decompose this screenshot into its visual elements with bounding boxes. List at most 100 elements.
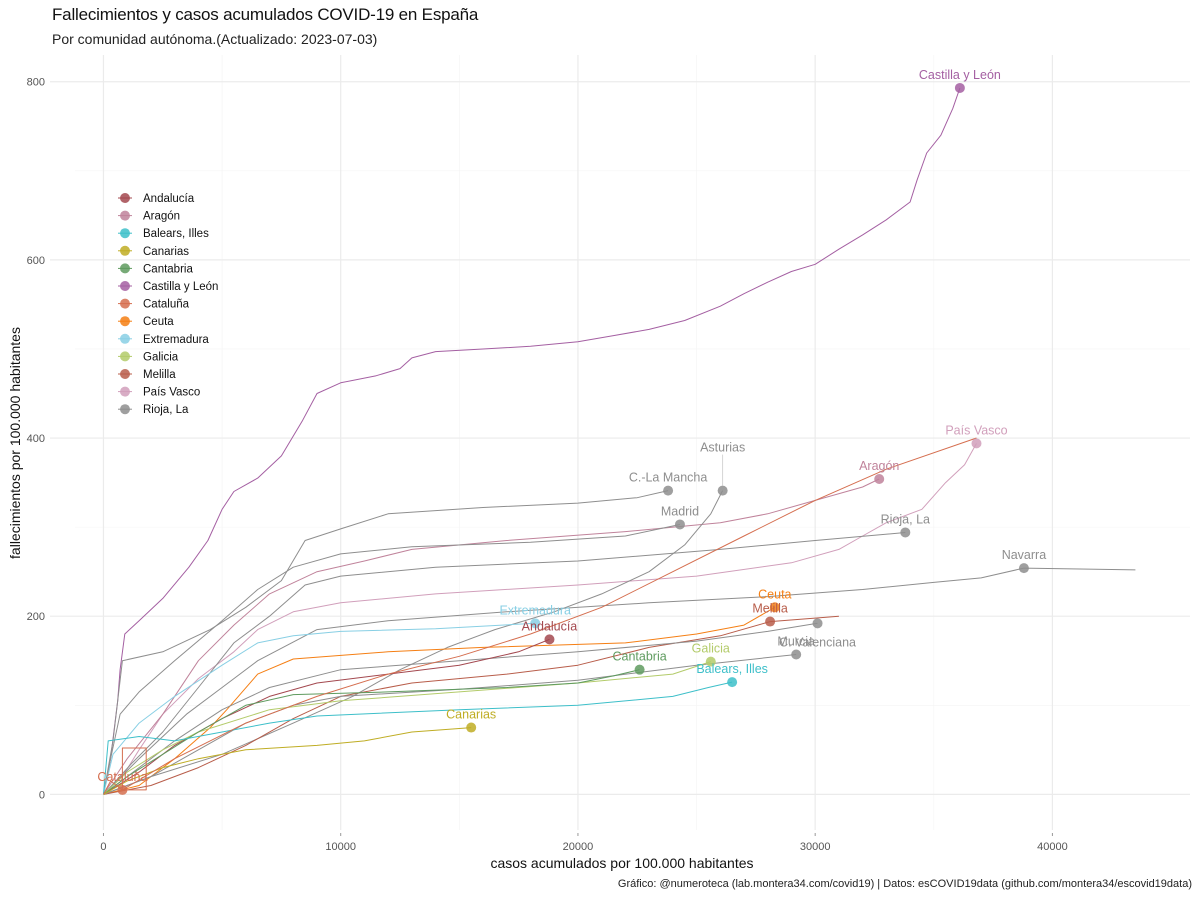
endpoint-marker-canarias: [466, 722, 477, 733]
legend-item-extremadura: Extremadura: [118, 333, 209, 346]
series-line-andaluc-a: [103, 638, 550, 795]
endpoint-labels: Castilla y León País Vasco Aragón Asturias C…: [97, 68, 1046, 784]
legend-key-marker: [120, 333, 130, 344]
series-line-pa-s-vasco: [103, 443, 977, 795]
endpoint-marker-murcia: [791, 649, 802, 660]
y-axis-title: fallecimientos por 100.000 habitantes: [7, 327, 23, 559]
endpoint-label-canarias: Canarias: [446, 708, 496, 722]
legend-item-balears-illes: Balears, Illes: [118, 228, 209, 240]
endpoint-marker-navarra: [1018, 563, 1029, 574]
legend-key-marker: [120, 245, 130, 256]
legend-item-pa-s-vasco: País Vasco: [118, 386, 200, 399]
legend-label: Galicia: [143, 351, 179, 363]
legend-key-marker: [120, 193, 130, 203]
endpoint-markers: [117, 82, 1029, 795]
legend-item-andaluc-a: Andalucía: [118, 193, 195, 205]
chart-caption: Gráfico: @numeroteca (lab.montera34.com/…: [617, 878, 1192, 890]
endpoint-label-cantabria: Cantabria: [613, 650, 667, 664]
endpoint-marker-balears-illes: [727, 677, 738, 688]
legend-label: Castilla y León: [143, 281, 218, 293]
legend-label: Extremadura: [143, 334, 209, 346]
endpoint-label-arag-n: Aragón: [859, 459, 899, 473]
x-tick-label: 10000: [325, 841, 356, 853]
legend-item-catalu-a: Cataluña: [118, 298, 190, 311]
endpoint-label-murcia: Murcia: [777, 635, 815, 649]
series-line-madrid: [103, 524, 681, 795]
legend-item-ceuta: Ceuta: [118, 316, 174, 328]
series-line-asturias: [103, 490, 724, 795]
series-line-canarias: [103, 727, 472, 795]
y-tick-label: 800: [27, 77, 45, 89]
legend-label: Ceuta: [143, 316, 174, 328]
legend-key-marker: [120, 263, 130, 274]
x-tick-label: 0: [100, 841, 106, 853]
y-tick-label: 600: [27, 255, 45, 267]
legend-label: Canarias: [143, 246, 189, 258]
y-axis-ticks: 0 200 400 600 800: [27, 77, 45, 802]
legend-key-marker: [120, 281, 130, 291]
endpoint-marker-galicia: [705, 656, 716, 667]
endpoint-label-balears-illes: Balears, Illes: [696, 662, 768, 676]
legend-key-marker: [120, 228, 130, 239]
legend-label: Melilla: [143, 369, 176, 381]
endpoint-label-extremadura: Extremadura: [499, 603, 571, 617]
series-line-arag-n: [103, 478, 880, 795]
endpoint-label-c-valenciana: C. Valenciana: [779, 635, 856, 649]
legend-item-galicia: Galicia: [118, 351, 179, 363]
legend-item-melilla: Melilla: [118, 369, 176, 381]
endpoint-label-asturias: Asturias: [700, 441, 745, 455]
endpoint-label-navarra: Navarra: [1002, 548, 1047, 562]
series-line-catalu-a: [103, 437, 977, 795]
legend-key-marker: [120, 298, 130, 309]
endpoint-label-andaluc-a: Andalucía: [522, 619, 578, 633]
endpoint-label-ceuta: Ceuta: [758, 587, 791, 601]
series-line-cantabria: [103, 669, 640, 795]
series-line-navarra: [103, 567, 1136, 795]
endpoint-marker-extremadura: [530, 618, 541, 629]
chart-subtitle: Por comunidad autónoma.(Actualizado: 202…: [52, 31, 378, 47]
endpoint-label-castilla-y-le-n: Castilla y León: [919, 68, 1001, 82]
legend-label: País Vasco: [143, 387, 200, 399]
endpoint-marker-arag-n: [874, 474, 885, 485]
endpoint-marker-catalu-a: [117, 784, 128, 795]
legend-key-marker: [120, 351, 130, 362]
chart-title: Fallecimientos y casos acumulados COVID-…: [52, 5, 479, 24]
endpoint-marker-asturias: [717, 485, 728, 496]
endpoint-marker-madrid: [674, 519, 685, 530]
endpoint-marker-pa-s-vasco: [971, 438, 982, 449]
legend-key-marker: [120, 404, 130, 415]
series-lines: [103, 87, 1136, 795]
endpoint-marker-c-valenciana: [812, 618, 823, 629]
legend-key-marker: [120, 316, 130, 327]
x-tick-label: 30000: [800, 841, 831, 853]
legend-item-canarias: Canarias: [118, 245, 189, 258]
x-axis-title: casos acumulados por 100.000 habitantes: [490, 855, 753, 871]
legend-key-marker: [120, 386, 130, 397]
grid-lines: [50, 55, 1190, 830]
legend-label: Cataluña: [143, 299, 190, 311]
legend-item-arag-n: Aragón: [118, 210, 180, 223]
legend-item-rioja-la: Rioja, La: [118, 404, 189, 416]
endpoint-label-melilla: Melilla: [752, 602, 787, 616]
endpoint-marker-castilla-y-le-n: [954, 82, 965, 93]
endpoint-label-c-la-mancha: C.-La Mancha: [629, 471, 708, 485]
series-line-galicia: [103, 661, 711, 795]
x-tick-label: 20000: [563, 841, 594, 853]
legend-label: Aragón: [143, 211, 180, 223]
endpoint-marker-andaluc-a: [544, 634, 555, 645]
endpoint-marker-ceuta: [769, 602, 780, 613]
legend-item-castilla-y-le-n: Castilla y León: [118, 281, 218, 293]
series-line-rioja-la: [103, 532, 906, 795]
series-line-balears-illes: [103, 681, 733, 795]
endpoint-label-rioja-la: Rioja, La: [881, 512, 930, 526]
legend-label: Andalucía: [143, 193, 195, 205]
x-axis-ticks: 0 10000 20000 30000 40000: [100, 833, 1068, 853]
legend-label: Cantabria: [143, 263, 193, 275]
y-tick-label: 0: [39, 789, 45, 801]
endpoint-marker-cantabria: [634, 664, 645, 675]
endpoint-label-catalu-a: Cataluña: [97, 770, 147, 784]
legend-label: Balears, Illes: [143, 228, 209, 240]
series-line-melilla: [103, 615, 839, 795]
series-line-castilla-y-le-n: [103, 87, 961, 795]
